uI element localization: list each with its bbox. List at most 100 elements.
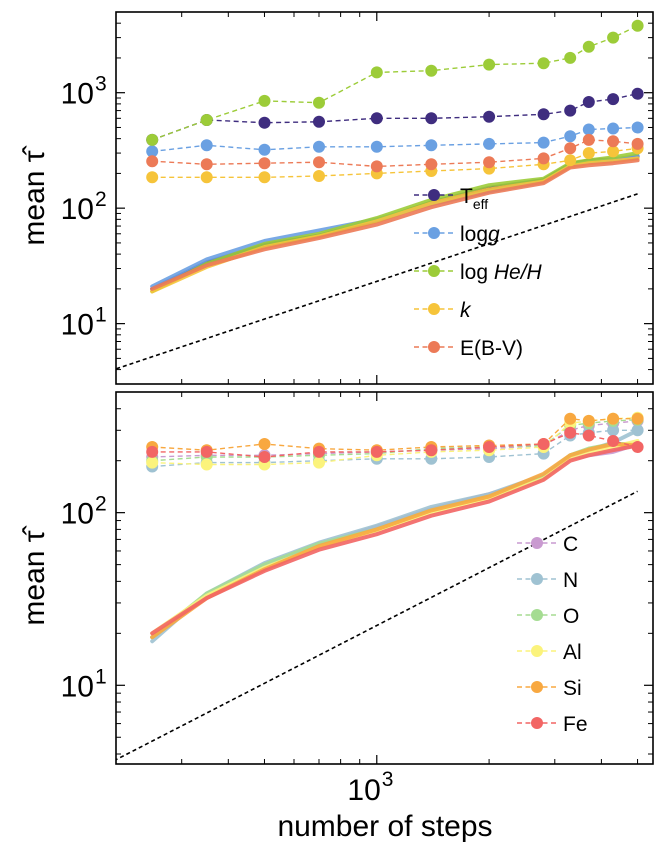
bottom-y-tick-exponent: 1 xyxy=(95,665,107,688)
bottom-x-tick-exponent: 3 xyxy=(382,768,394,791)
top-legend-label-t: Teff xyxy=(460,185,488,212)
bottom-tau-point-fe xyxy=(631,441,644,453)
top-tau-point-log xyxy=(425,139,438,152)
legend-label-text: log xyxy=(460,223,488,246)
bottom-tau-point-si xyxy=(564,412,577,425)
bottom-legend-marker-o xyxy=(531,609,543,621)
top-y-tick-exponent: 1 xyxy=(95,304,107,327)
top-tau-point-k xyxy=(607,145,620,158)
top-tau-point-log xyxy=(146,145,159,158)
top-plot-frame xyxy=(115,11,654,385)
bottom-tau-point-fe xyxy=(200,445,213,458)
bottom-y-axis-label: mean τ̂ xyxy=(18,525,51,625)
bottom-legend-marker-al xyxy=(531,645,543,657)
top-tau-point-log xyxy=(483,58,496,71)
top-tau-point-log xyxy=(258,94,271,107)
bottom-tau-point-fe xyxy=(582,429,595,442)
top-legend-marker-log xyxy=(428,227,440,239)
top-tau-point-t xyxy=(631,87,644,100)
top-tau-point-log xyxy=(564,51,577,64)
bottom-tau-point-si xyxy=(607,412,620,425)
bottom-tau-point-si xyxy=(582,414,595,427)
top-tau-point-e-b-v- xyxy=(313,156,325,169)
bottom-legend-marker-n xyxy=(531,573,543,585)
top-tau-point-log xyxy=(582,40,595,53)
bottom-legend-marker-c xyxy=(531,537,543,549)
top-tau-point-t xyxy=(258,116,271,129)
top-tau-point-k xyxy=(146,171,159,184)
legend-label-text: Fe xyxy=(563,713,588,736)
legend-label-text: N xyxy=(563,569,578,592)
top-tau-point-k xyxy=(200,171,213,184)
top-tau-point-e-b-v- xyxy=(370,160,383,173)
top-mean-line-e-b-v- xyxy=(150,158,640,291)
top-tau-point-log xyxy=(631,19,644,32)
bottom-tau-point-fe xyxy=(370,445,383,458)
top-mean-line-k xyxy=(150,156,640,294)
top-tau-point-e-b-v- xyxy=(582,133,595,146)
top-tau-point-log xyxy=(370,66,383,79)
bottom-tau-point-fe xyxy=(313,445,325,458)
bottom-tau-point-fe xyxy=(564,426,577,439)
top-tau-point-log xyxy=(258,143,271,156)
bottom-y-tick-exponent: 2 xyxy=(95,493,107,516)
top-tau-point-log xyxy=(537,57,550,70)
bottom-tau-point-fe xyxy=(483,441,496,453)
bottom-tau-line-o xyxy=(152,419,638,462)
top-tau-point-t xyxy=(537,108,550,121)
top-tau-point-t xyxy=(582,96,595,108)
top-tau-point-t xyxy=(425,112,438,125)
legend-label-italic: g xyxy=(488,223,500,246)
top-mean-line-log xyxy=(150,153,640,289)
top-tau-point-log xyxy=(200,114,213,126)
bottom-y-tick-label: 10 xyxy=(61,670,94,703)
top-y-tick-label: 10 xyxy=(61,78,94,111)
top-tau-point-k xyxy=(258,171,271,184)
x-axis-label: number of steps xyxy=(277,810,492,843)
bottom-x-tick-label: 10 xyxy=(347,774,380,807)
top-tau-point-log xyxy=(607,122,620,135)
bottom-tau-point-al xyxy=(313,456,325,469)
top-tau-point-e-b-v- xyxy=(537,152,550,165)
top-tau-point-t xyxy=(607,93,620,106)
legend-label-text: E(B-V) xyxy=(460,337,523,360)
bottom-tau-point-fe xyxy=(607,435,620,447)
top-tau-point-log xyxy=(631,121,644,134)
bottom-tau-point-al xyxy=(200,458,213,471)
top-tau-point-e-b-v- xyxy=(607,135,620,148)
bottom-tau-point-fe xyxy=(258,451,271,463)
top-legend-marker-log xyxy=(428,265,440,277)
top-y-tick-label: 10 xyxy=(61,309,94,342)
top-tau-point-log xyxy=(370,140,383,153)
top-tau-point-log xyxy=(564,130,577,143)
top-mean-line-t xyxy=(150,154,640,291)
top-tau-point-t xyxy=(370,112,383,125)
top-legend-marker-e-b-v- xyxy=(428,341,440,353)
bottom-reference-line xyxy=(116,490,638,761)
top-tau-line-log xyxy=(151,25,638,141)
top-tau-point-log xyxy=(537,136,550,149)
legend-label-text: T xyxy=(460,185,473,208)
legend-label-text: C xyxy=(563,533,578,556)
top-tau-point-e-b-v- xyxy=(483,156,496,169)
legend-label-text: Si xyxy=(563,677,582,700)
legend-label-italic: k xyxy=(460,299,472,322)
bottom-legend-label-al: Al xyxy=(563,641,582,664)
top-y-tick-label: 10 xyxy=(61,193,94,226)
legend-label-text: O xyxy=(563,605,579,628)
legend-label-text: Al xyxy=(563,641,582,664)
bottom-legend-marker-si xyxy=(531,681,543,693)
top-tau-point-log xyxy=(313,96,325,109)
top-tau-point-e-b-v- xyxy=(146,155,159,168)
bottom-legend-label-si: Si xyxy=(563,677,582,700)
top-tau-point-e-b-v- xyxy=(425,158,438,171)
top-tau-point-log xyxy=(607,31,620,44)
top-legend-label-k: k xyxy=(460,299,472,322)
bottom-tau-point-fe xyxy=(425,444,438,457)
top-clipped-marks xyxy=(116,19,644,370)
top-tau-point-log xyxy=(483,137,496,150)
bottom-clipped-marks xyxy=(116,411,644,761)
